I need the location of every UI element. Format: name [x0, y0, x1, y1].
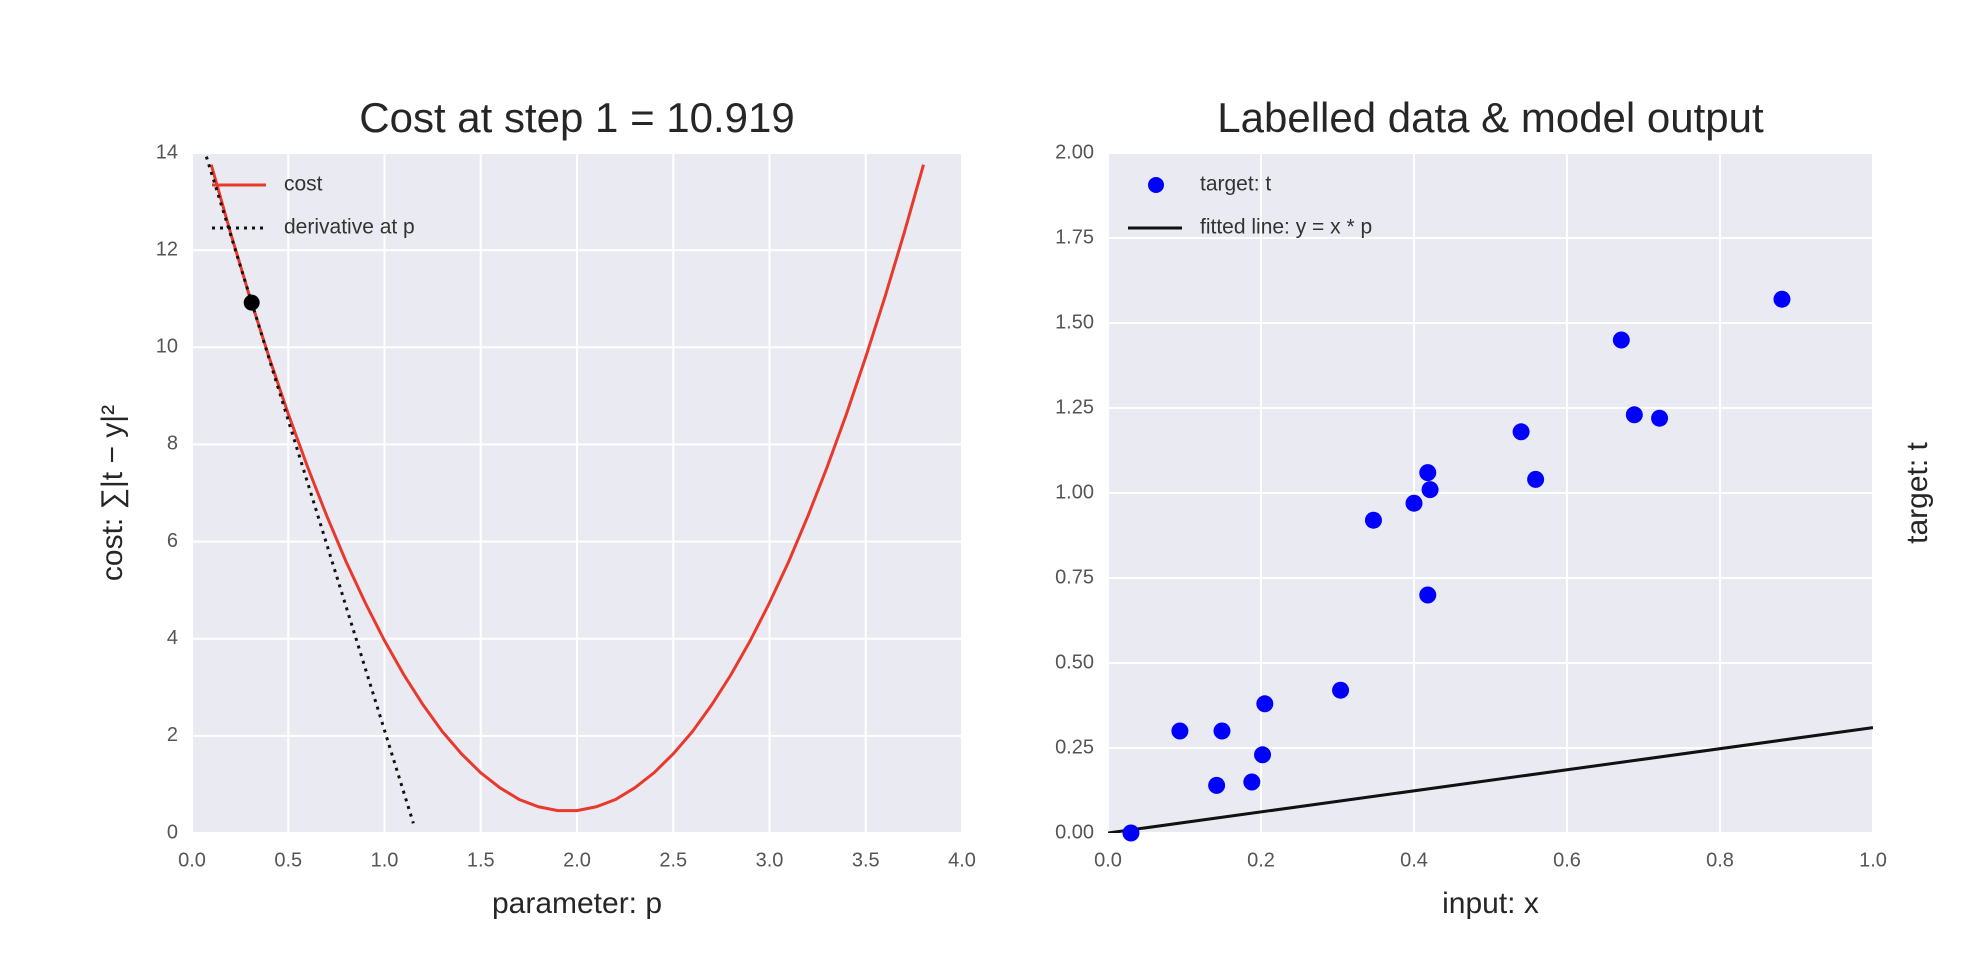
scatter-point [1651, 409, 1669, 427]
plot [203, 153, 925, 824]
x-tick-label: 2.5 [659, 849, 687, 871]
point-marker [243, 294, 260, 311]
y-tick-label: 6 [167, 530, 178, 552]
y-tick-label: 0.25 [1055, 736, 1094, 758]
scatter-point [1364, 511, 1382, 529]
y-axis-label: cost: ∑|t − y|² [96, 405, 129, 581]
x-tick-label: 3.0 [756, 849, 784, 871]
scatter-point [1419, 464, 1437, 482]
x-tick-label: 0.4 [1400, 849, 1428, 871]
y-tick-label: 1.25 [1055, 396, 1094, 418]
y-axis-label: target: t [1901, 441, 1934, 543]
legend-label: fitted line: y = x * p [1200, 216, 1372, 239]
scatter-point [1171, 722, 1189, 740]
y-tick-label: 10 [156, 336, 178, 358]
chart-title: Labelled data & model output [1217, 94, 1764, 141]
x-tick-label: 3.5 [852, 849, 880, 871]
y-tick-label: 2.00 [1055, 141, 1094, 163]
y-tick-label: 12 [156, 238, 178, 260]
y-tick-label: 0.75 [1055, 566, 1094, 588]
line-series [209, 164, 925, 813]
x-tick-label: 0.0 [178, 849, 206, 871]
chart: 0.0 0.5 1.0 1.5 2.0 2.5 3.0 3.5 4.0 0 2 4 6 8 10 12 14 Co… [96, 94, 976, 920]
x-tick-label: 0.5 [274, 849, 302, 871]
legend-marker [1148, 177, 1164, 193]
scatter-point [1208, 776, 1226, 794]
x-tick-label: 0.2 [1247, 849, 1275, 871]
scatter-point [1405, 494, 1423, 512]
scatter-point [1332, 681, 1350, 699]
scatter-point [1243, 773, 1261, 791]
x-tick-label: 1.0 [1859, 849, 1887, 871]
x-axis-label: parameter: p [492, 887, 662, 920]
y-tick-label: 1.00 [1055, 481, 1094, 503]
scatter-point [1256, 695, 1274, 713]
scatter-point [1773, 290, 1791, 308]
x-tick-label: 1.0 [371, 849, 399, 871]
chart: 0.0 0.2 0.4 0.6 0.8 1.0 0.00 0.25 0.50 0.75 1.00 1.… [1055, 94, 1934, 920]
y-tick-label: 0.50 [1055, 651, 1094, 673]
plot [1108, 726, 1873, 833]
scatter-point [1527, 470, 1545, 488]
scatter-point [1512, 423, 1530, 441]
scatter-point [1612, 331, 1630, 349]
scatter-point [1625, 406, 1643, 424]
y-tick-label: 1.50 [1055, 311, 1094, 333]
y-tick-label: 1.75 [1055, 226, 1094, 248]
y-tick-label: 4 [167, 627, 178, 649]
y-tick-label: 8 [167, 433, 178, 455]
x-axis-label: input: x [1442, 887, 1539, 920]
legend-label: cost [284, 173, 323, 196]
x-tick-label: 1.5 [467, 849, 495, 871]
scatter-point [1254, 746, 1272, 764]
scatter-point [1213, 722, 1231, 740]
scatter-point [1419, 586, 1437, 604]
x-tick-label: 0.0 [1094, 849, 1122, 871]
y-tick-label: 14 [156, 141, 178, 163]
y-tick-label: 0.00 [1055, 821, 1094, 843]
x-tick-label: 0.8 [1706, 849, 1734, 871]
y-tick-label: 0 [167, 821, 178, 843]
chart-title: Cost at step 1 = 10.919 [359, 94, 794, 141]
scatter-point [1122, 824, 1140, 842]
scatter-point [1421, 481, 1439, 499]
line-series [1108, 726, 1873, 833]
x-tick-label: 0.6 [1553, 849, 1581, 871]
y-tick-label: 2 [167, 724, 178, 746]
legend-label: derivative at p [284, 216, 415, 239]
legend-label: target: t [1200, 173, 1271, 196]
x-tick-label: 4.0 [948, 849, 976, 871]
x-tick-label: 2.0 [563, 849, 591, 871]
